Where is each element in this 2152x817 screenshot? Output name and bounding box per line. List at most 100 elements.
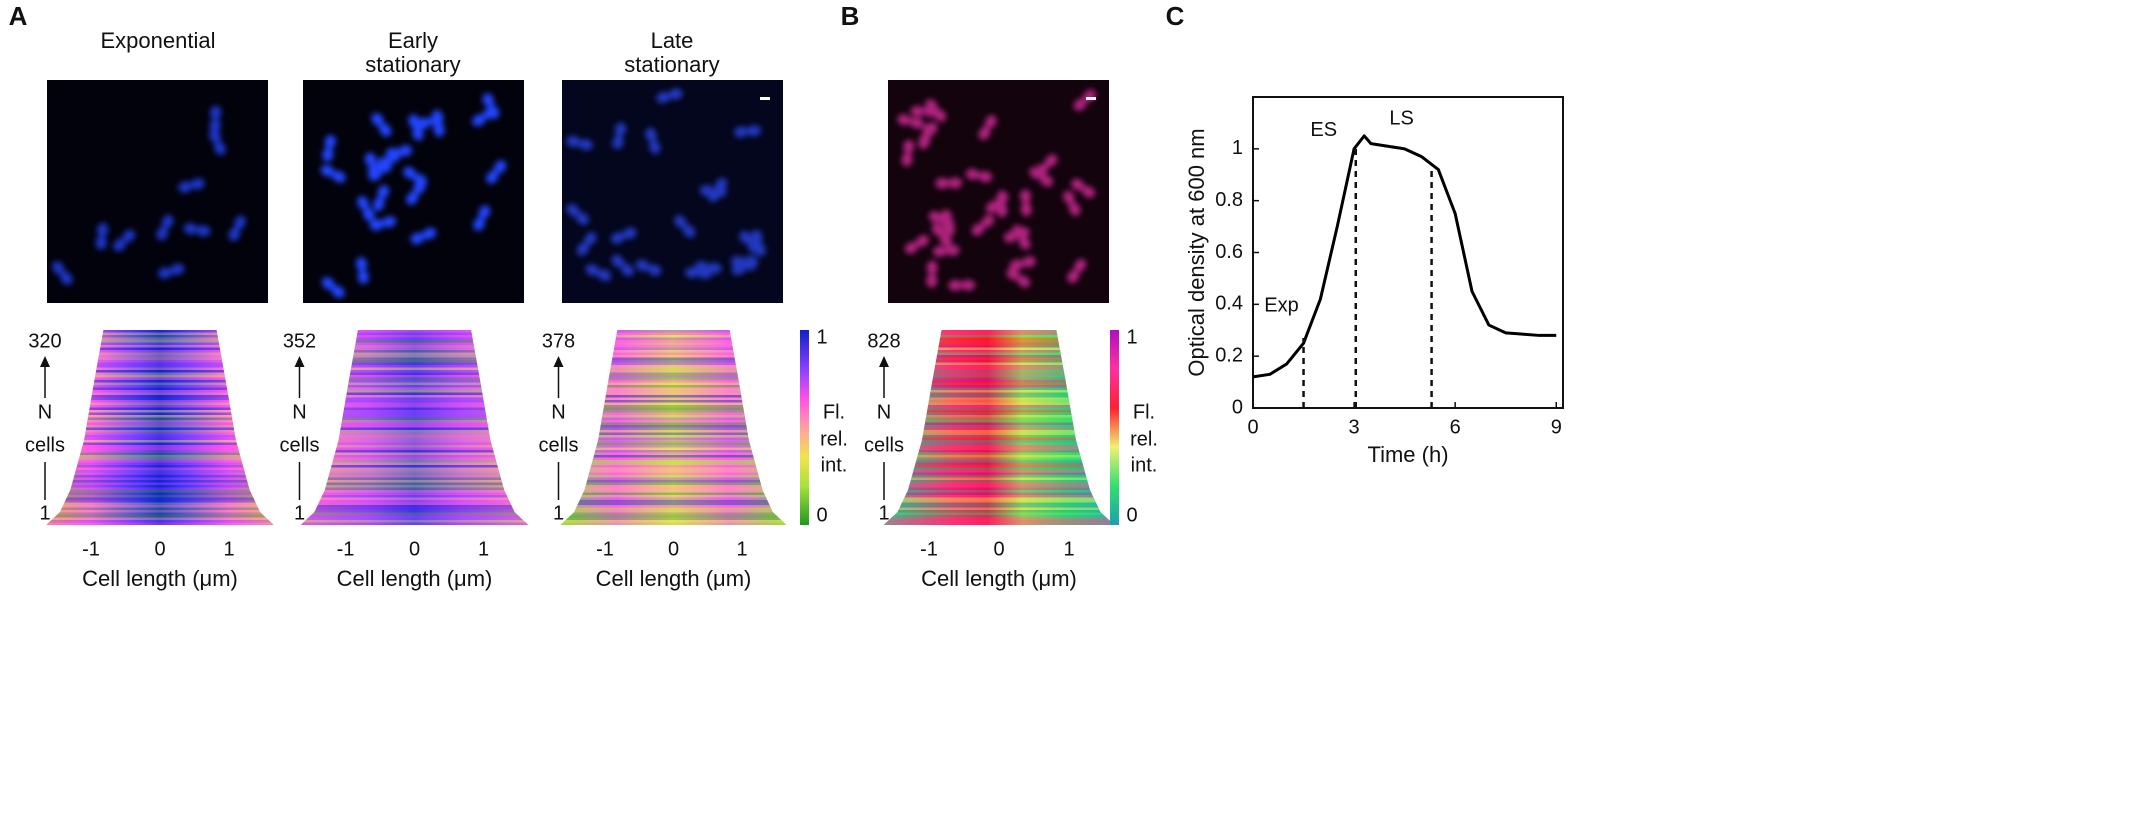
cell [940,209,955,237]
cell-half [707,262,722,274]
heatmap-row [46,432,274,435]
micrograph [562,80,783,303]
label: 320 [28,330,61,352]
heatmap-body [46,330,274,525]
heatmap-row [560,467,787,470]
cell [406,180,426,205]
cell [897,114,924,129]
cell-half [566,203,580,217]
cell-half [904,241,918,254]
heatmap-row [560,350,787,353]
heatmap-row [883,450,1115,453]
heatmap-row [300,382,529,385]
heatmap-row [883,502,1115,505]
heatmap-row [883,490,1115,493]
heatmap-row [883,427,1115,430]
heatmap-row [46,492,274,495]
heatmap-row [46,440,274,443]
heatmap-rows [883,330,1115,525]
heatmap-row [300,477,529,480]
label: cells [538,434,578,456]
cell-half [712,186,727,198]
heatmap-row [46,482,274,485]
heatmap-row [46,452,274,455]
label: 1 [736,538,747,560]
heatmap-row [46,442,274,445]
label: -1 [337,538,355,560]
cell [694,261,722,274]
heatmap-row [46,435,274,438]
heatmap-row [46,445,274,448]
cell [918,122,934,150]
heatmap-row [560,440,787,443]
heatmap-row [300,362,529,365]
heatmap-row [883,497,1115,500]
cell [685,267,712,279]
heatmap-row [883,437,1115,440]
heatmap-row [560,517,787,520]
heatmap-row [883,337,1115,340]
heatmap-row [883,362,1115,365]
cell-half [433,122,445,137]
cell [635,259,662,276]
heatmap-row [560,385,787,388]
heatmap-row [560,462,787,465]
heatmap-row [46,345,274,348]
heatmap-row [46,457,274,460]
cell-half [60,271,73,285]
heatmap-row [560,360,787,363]
cell-half [584,232,597,246]
cell-half [940,209,953,224]
label: 1 [1063,538,1074,560]
heatmap-row [300,447,529,450]
cell-half [406,191,419,205]
cell-half [1035,163,1049,177]
heatmap-row [883,395,1115,398]
heatmap-row [560,400,787,403]
heatmap-row [883,477,1115,480]
cell-half [1020,202,1032,217]
label: 352 [283,330,316,352]
scale-bar [1086,97,1096,100]
cell-half [156,226,169,241]
cell-half [97,222,109,237]
heatmap-row [560,377,787,380]
heatmap-row [46,370,274,373]
heatmap-row [46,380,274,383]
label: Cell length (μm) [337,566,493,591]
arrow-head [40,356,50,367]
label: Early [388,28,438,53]
heatmap-row [46,467,274,470]
cell-half [364,152,377,167]
heatmap-row [883,410,1115,413]
heatmap-row [560,382,787,385]
label: int. [821,454,848,476]
cell-half [918,135,930,150]
heatmap-row [300,387,529,390]
cell-half [948,279,963,291]
cell [322,134,336,162]
label: 1 [39,502,50,524]
heatmap-row [560,480,787,483]
heatmap-row [560,420,787,423]
heatmap-row [883,422,1115,425]
heatmap-row [46,377,274,380]
label: 1 [294,502,305,524]
cell-half [1006,268,1020,281]
cell-half [494,160,507,174]
label: B [841,1,860,31]
phase-label: Exp [1264,294,1298,316]
label: 1 [223,538,234,560]
heatmap-row [560,475,787,478]
heatmap-row [560,477,787,480]
cell-half [928,211,943,223]
heatmap-row [46,367,274,370]
heatmap-row [300,405,529,408]
cell-half [178,181,193,193]
cell [901,139,915,167]
heatmap-row [883,445,1115,448]
heatmap-row [300,437,529,440]
cell-half [649,140,661,154]
label: 0 [993,538,1004,560]
heatmap-row [300,455,529,458]
